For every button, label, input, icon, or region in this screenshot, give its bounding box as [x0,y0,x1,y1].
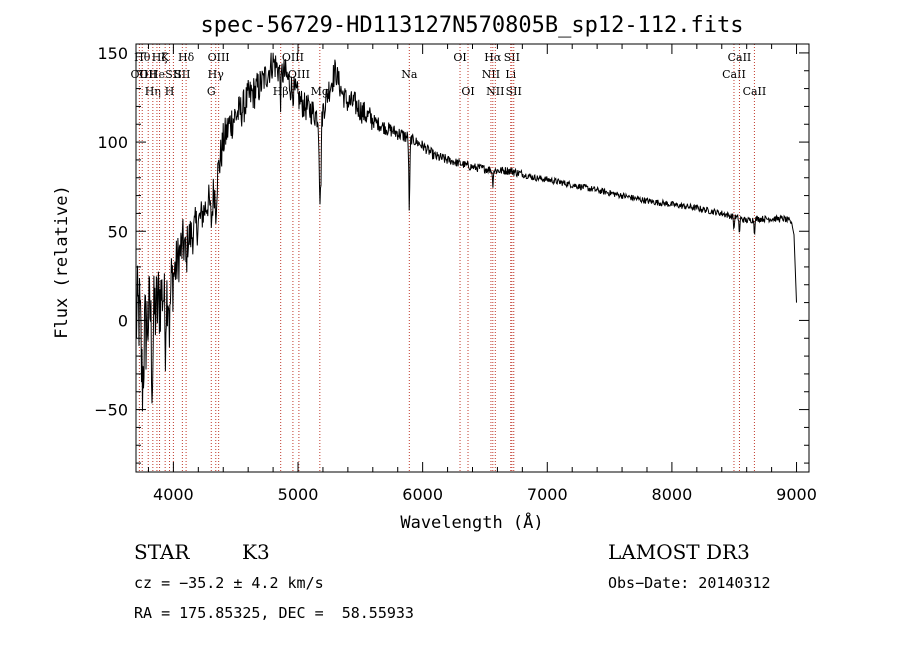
x-axis-ticks: 4000 5000 6000 7000 8000 9000 [147,44,817,504]
line-marker-label-9: SII [174,68,190,81]
line-marker-label-5: Hζ [152,51,168,64]
survey-name: LAMOST DR3 [608,540,750,564]
line-marker-label-27: CaII [722,68,746,81]
line-marker-label-3: Hη [145,85,161,98]
line-marker-label-25: SII [504,51,520,64]
object-class: STAR [134,540,190,564]
line-marker-label-23: NII [486,85,504,98]
line-marker-label-0: OII [131,68,149,81]
line-marker-label-11: G [207,85,216,98]
y-tick-label-0: −50 [94,401,128,420]
line-marker-label-8: SII [165,68,181,81]
x-tick-label-2: 6000 [402,485,443,504]
spectrum-chart: spec-56729-HD113127N570805B_sp12-112.fit… [52,13,817,533]
line-marker-label-29: CaII [743,85,767,98]
line-marker-label-28: CaII [728,51,752,64]
x-tick-label-4: 8000 [652,485,693,504]
spectral-subclass: K3 [242,540,270,564]
y-tick-label-4: 150 [97,44,128,63]
line-marker-label-7: H [165,85,175,98]
y-tick-label-2: 50 [108,222,128,241]
x-tick-label-5: 9000 [776,485,817,504]
line-marker-label-13: OIII [208,51,230,64]
line-marker-label-4: He [149,68,165,81]
coordinates: RA = 175.85325, DEC = 58.55933 [134,604,414,622]
line-marker-label-17: Mg [311,85,329,98]
x-tick-label-0: 4000 [153,485,194,504]
line-marker-label-6: K [161,51,170,64]
line-marker-label-16: OIII [288,68,310,81]
line-marker-label-20: OI [461,85,474,98]
spectrum-line [135,52,797,412]
x-tick-label-3: 7000 [527,485,568,504]
line-marker-label-19: OI [453,51,466,64]
y-axis-label: Flux (relative) [52,185,72,339]
line-marker-label-26: SII [506,85,522,98]
line-marker-label-1: Hθ [134,51,151,64]
y-axis-ticks: −50 0 50 100 150 [94,44,809,464]
y-tick-label-1: 0 [118,311,128,330]
redshift-cz: cz = −35.2 ± 4.2 km/s [134,574,324,592]
x-axis-label: Wavelength (Å) [400,511,543,533]
line-marker-label-15: OIII [282,51,304,64]
y-tick-label-3: 100 [97,133,128,152]
line-marker-label-18: Na [401,68,418,81]
line-marker-label-22: Hα [484,51,502,64]
chart-title: spec-56729-HD113127N570805B_sp12-112.fit… [200,13,743,38]
line-marker-label-24: Li [505,68,516,81]
plot-frame [135,43,810,473]
line-markers: OIIHθOIIHηHeHζKHSIISIIHδGHγOIIIHβOIIIOII… [131,44,767,472]
x-tick-label-1: 5000 [278,485,319,504]
line-marker-label-10: Hδ [178,51,195,64]
observation-date: Obs−Date: 20140312 [608,574,771,592]
line-marker-label-12: Hγ [208,68,225,81]
line-marker-label-21: NII [482,68,500,81]
